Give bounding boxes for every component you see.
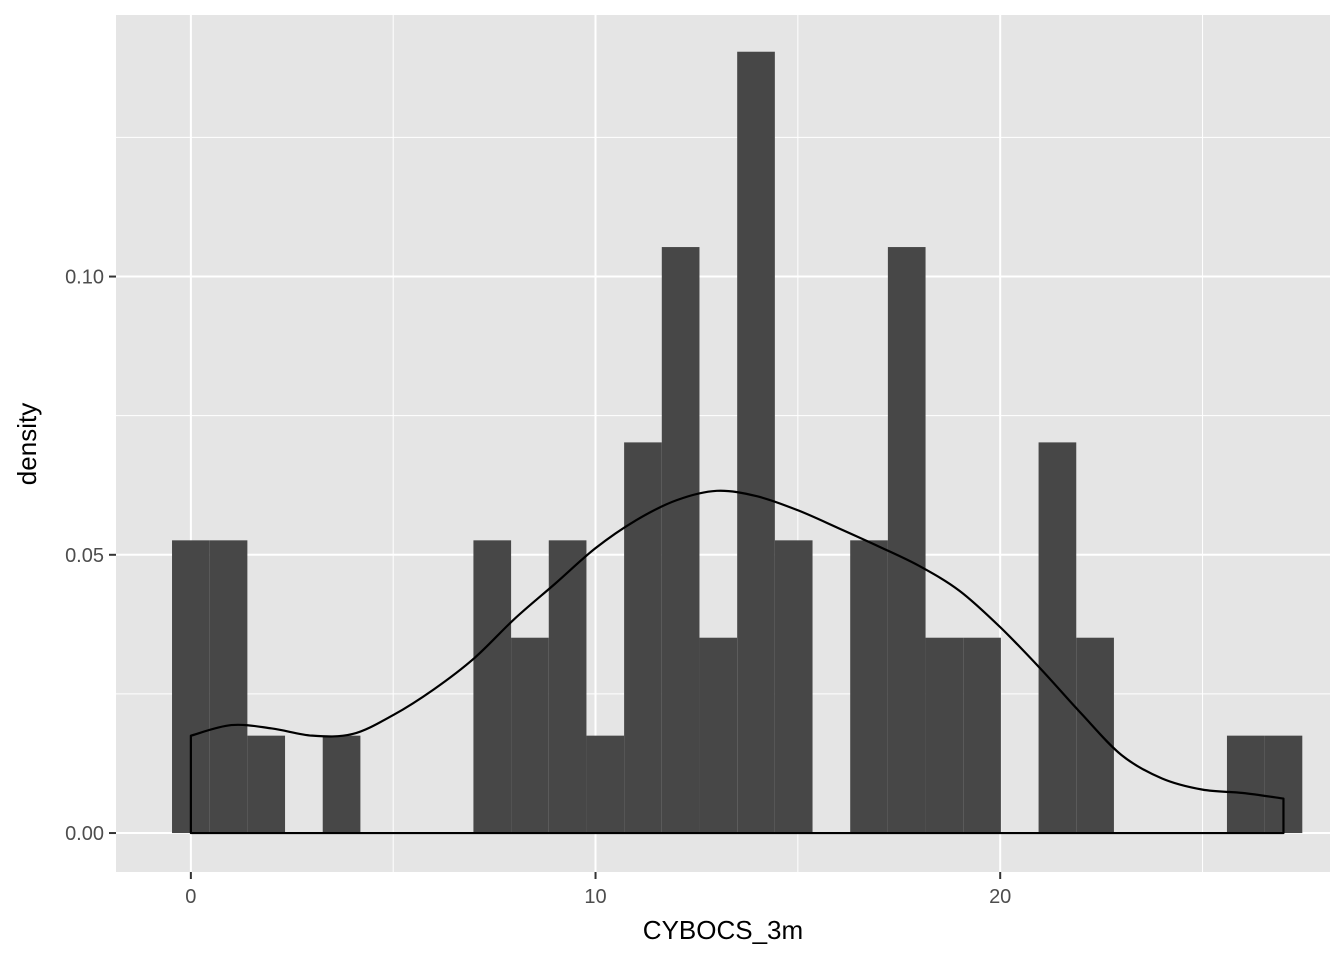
histogram-bar bbox=[1226, 735, 1265, 834]
density-curve bbox=[189, 489, 1285, 835]
histogram-bar bbox=[963, 637, 1001, 834]
x-tick-label: 0 bbox=[185, 886, 196, 908]
histogram-bar bbox=[624, 442, 662, 834]
x-tick-label: 10 bbox=[584, 886, 606, 908]
y-tick-label: 0.00 bbox=[65, 823, 104, 845]
histogram-bar bbox=[473, 540, 512, 834]
x-tick-label: 20 bbox=[989, 886, 1011, 908]
axis-ticks bbox=[109, 275, 1002, 879]
histogram-bar bbox=[247, 735, 286, 834]
histogram-bar bbox=[925, 637, 964, 834]
histogram-bar bbox=[209, 540, 248, 834]
y-axis-tick-labels: 0.00 0.05 0.10 bbox=[65, 267, 104, 845]
x-axis-title: CYBOCS_3m bbox=[643, 915, 803, 945]
histogram-bar bbox=[774, 540, 813, 834]
histogram-bar bbox=[887, 247, 926, 834]
y-tick-label: 0.05 bbox=[65, 545, 104, 567]
histogram-bar bbox=[850, 540, 888, 834]
histogram-bar bbox=[737, 51, 775, 834]
x-axis-tick-labels: 0 10 20 bbox=[185, 886, 1011, 908]
histogram-bar bbox=[1076, 637, 1114, 834]
histogram-bar bbox=[661, 247, 700, 834]
histogram-bar bbox=[322, 735, 361, 834]
histogram-bar bbox=[1038, 442, 1077, 834]
histogram-bar bbox=[548, 540, 587, 834]
y-axis-title: density bbox=[12, 403, 42, 485]
density-curve-layer bbox=[189, 489, 1285, 835]
histogram-bar bbox=[511, 637, 549, 834]
histogram-bars bbox=[172, 51, 1303, 834]
histogram-bar bbox=[586, 735, 625, 834]
histogram-bar bbox=[699, 637, 738, 834]
y-tick-label: 0.10 bbox=[65, 267, 104, 289]
